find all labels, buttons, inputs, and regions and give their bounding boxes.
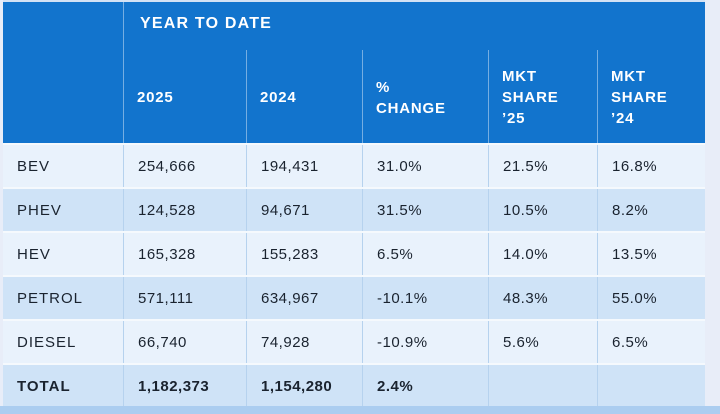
column-header-2024: 2024 xyxy=(260,89,297,106)
table-body: BEV 254,666 194,431 31.0% 21.5% 16.8% PH… xyxy=(3,143,705,407)
cell-2024: 74,928 xyxy=(246,321,362,363)
cell-mkt-share-24: 55.0% xyxy=(597,277,705,319)
year-to-date-title: YEAR TO DATE xyxy=(140,15,273,32)
cell-2025: 66,740 xyxy=(123,321,246,363)
table-header: YEAR TO DATE 2025 2024 % CHANGE MKT SHAR… xyxy=(3,0,705,143)
table-row-phev: PHEV 124,528 94,671 31.5% 10.5% 8.2% xyxy=(3,187,705,231)
row-label: PHEV xyxy=(17,201,62,219)
cell-pct-change: 2.4% xyxy=(362,365,488,407)
cell-2024: 94,671 xyxy=(246,189,362,231)
table-row-total: TOTAL 1,182,373 1,154,280 2.4% xyxy=(3,363,705,407)
row-label: BEV xyxy=(17,157,51,175)
table-row-diesel: DIESEL 66,740 74,928 -10.9% 5.6% 6.5% xyxy=(3,319,705,363)
table-row-petrol: PETROL 571,111 634,967 -10.1% 48.3% 55.0… xyxy=(3,275,705,319)
header-divider xyxy=(362,50,363,143)
header-divider xyxy=(123,2,124,143)
cell-mkt-share-24: 13.5% xyxy=(597,233,705,275)
cell-2025: 124,528 xyxy=(123,189,246,231)
cell-2024: 194,431 xyxy=(246,145,362,187)
cell-mkt-share-24: 6.5% xyxy=(597,321,705,363)
cell-2024: 155,283 xyxy=(246,233,362,275)
column-header-2025: 2025 xyxy=(137,89,174,106)
cell-mkt-share-25: 14.0% xyxy=(488,233,597,275)
cell-2025: 254,666 xyxy=(123,145,246,187)
table-row-hev: HEV 165,328 155,283 6.5% 14.0% 13.5% xyxy=(3,231,705,275)
cell-mkt-share-24: 16.8% xyxy=(597,145,705,187)
cell-2025: 1,182,373 xyxy=(123,365,246,407)
cell-mkt-share-24 xyxy=(597,365,705,407)
column-header-mkt-share-24: MKT SHARE ’24 xyxy=(611,68,668,127)
header-divider xyxy=(246,50,247,143)
cell-mkt-share-25 xyxy=(488,365,597,407)
column-header-row: 2025 2024 % CHANGE MKT SHARE ’25 MKT SHA… xyxy=(3,50,705,143)
row-label: TOTAL xyxy=(17,377,71,395)
row-label: HEV xyxy=(17,245,51,263)
cell-mkt-share-25: 10.5% xyxy=(488,189,597,231)
registrations-table: YEAR TO DATE 2025 2024 % CHANGE MKT SHAR… xyxy=(3,0,705,414)
cell-mkt-share-24: 8.2% xyxy=(597,189,705,231)
cell-pct-change: -10.1% xyxy=(362,277,488,319)
cell-mkt-share-25: 5.6% xyxy=(488,321,597,363)
cell-pct-change: 6.5% xyxy=(362,233,488,275)
cell-mkt-share-25: 48.3% xyxy=(488,277,597,319)
cell-pct-change: 31.5% xyxy=(362,189,488,231)
cell-2024: 634,967 xyxy=(246,277,362,319)
header-divider xyxy=(488,50,489,143)
bottom-edge-bar xyxy=(0,406,720,414)
table-row-bev: BEV 254,666 194,431 31.0% 21.5% 16.8% xyxy=(3,143,705,187)
cell-pct-change: 31.0% xyxy=(362,145,488,187)
cell-2025: 571,111 xyxy=(123,277,246,319)
row-label: PETROL xyxy=(17,289,84,307)
column-header-mkt-share-25: MKT SHARE ’25 xyxy=(502,68,559,127)
cell-pct-change: -10.9% xyxy=(362,321,488,363)
cell-2024: 1,154,280 xyxy=(246,365,362,407)
column-header-pct-change: % CHANGE xyxy=(376,78,446,117)
row-label: DIESEL xyxy=(17,333,77,351)
column-header-empty xyxy=(3,50,123,145)
cell-mkt-share-25: 21.5% xyxy=(488,145,597,187)
cell-2025: 165,328 xyxy=(123,233,246,275)
header-divider xyxy=(597,50,598,143)
